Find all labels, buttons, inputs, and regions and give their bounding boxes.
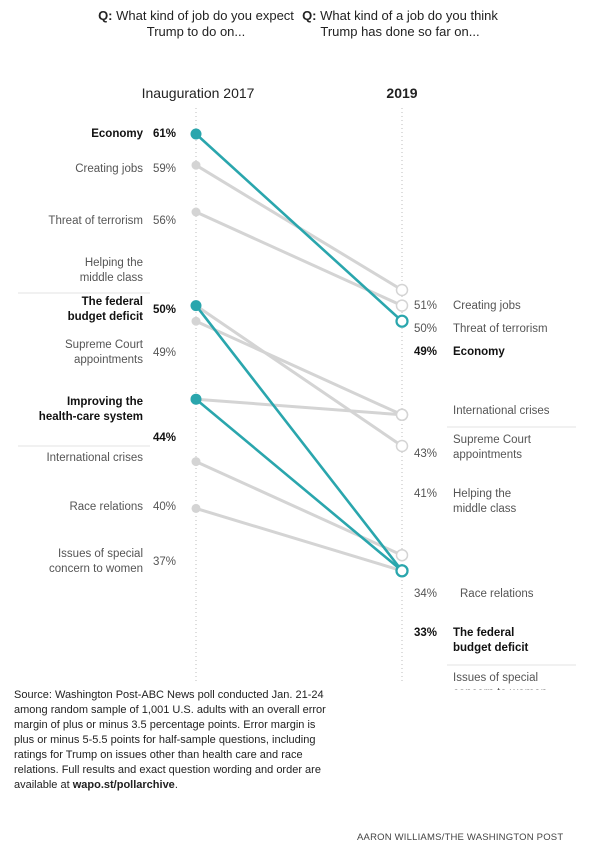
left-label-text: Race relations <box>69 501 143 513</box>
right-label-text: Economy <box>453 346 505 358</box>
right-value-label: 51% <box>414 300 437 312</box>
end-point-threat-of-terrorism <box>395 299 409 312</box>
series-line-economy <box>194 132 404 323</box>
left-value-label: 50% <box>153 304 176 316</box>
source-note: Source: Washington Post-ABC News poll co… <box>14 688 329 793</box>
start-point-issues-of-special-concern-to-women <box>191 503 201 513</box>
left-value-label: 37% <box>153 556 176 568</box>
left-label-text: Improving the <box>67 396 143 408</box>
left-label-text: International crises <box>46 452 143 464</box>
lines-layer <box>194 132 404 573</box>
start-point-race-relations <box>191 457 201 467</box>
right-label-text: appointments <box>453 449 522 461</box>
end-point-helping-the-middle-class <box>395 439 409 453</box>
series-line-improving-the-health-care-system <box>194 397 404 573</box>
right-value-label: 50% <box>414 323 437 335</box>
right-label-text: Issues of special <box>453 672 538 684</box>
start-point-improving-the-health-care-system <box>190 393 202 405</box>
end-point-improving-the-health-care-system <box>395 564 409 578</box>
right-question-text: What kind of a job do you think Trump ha… <box>320 8 498 39</box>
left-value-label: 61% <box>153 128 176 140</box>
left-value-label: 49% <box>153 347 176 359</box>
source-link[interactable]: wapo.st/pollarchive <box>72 779 175 791</box>
start-point-threat-of-terrorism <box>191 207 201 217</box>
right-label-text: middle class <box>453 503 517 515</box>
right-label-text: Creating jobs <box>453 300 521 312</box>
dots-layer <box>190 128 409 578</box>
right-label-text: The federal <box>453 627 514 639</box>
left-label-text: Supreme Court <box>65 339 144 351</box>
right-value-label: 33% <box>414 627 437 639</box>
labels-layer: Economy 61% Creating jobs 59% Threat of terr… <box>39 128 550 690</box>
right-value-label: 41% <box>414 488 437 500</box>
end-point-international-crises <box>395 408 409 422</box>
start-point-the-federal-budget-deficit <box>190 300 202 312</box>
left-label-text: The federal <box>82 296 143 308</box>
left-label-text: concern to women <box>49 563 143 575</box>
left-label-text: health-care system <box>39 411 143 423</box>
right-label-text: budget deficit <box>453 642 529 654</box>
guides-layer <box>18 108 576 682</box>
right-label-text: Helping the <box>453 488 511 500</box>
left-value-label: 44% <box>153 432 176 444</box>
credit-line: AARON WILLIAMS/THE WASHINGTON POST <box>357 832 564 843</box>
series-line-the-federal-budget-deficit <box>194 304 404 573</box>
start-point-creating-jobs <box>191 160 201 170</box>
right-label-text: Threat of terrorism <box>453 323 548 335</box>
left-column-title: Inauguration 2017 <box>141 85 255 101</box>
right-column-title: 2019 <box>386 85 418 101</box>
source-end: . <box>174 779 178 791</box>
left-label-text: budget deficit <box>68 311 144 323</box>
left-value-label: 59% <box>153 163 176 175</box>
right-label-text: International crises <box>453 405 550 417</box>
left-label-text: Issues of special <box>58 548 143 560</box>
left-value-label: 40% <box>153 501 176 513</box>
series-line-international-crises <box>194 397 404 417</box>
left-value-label: 56% <box>153 215 176 227</box>
right-label-text: concern to women <box>453 687 547 690</box>
end-point-economy <box>395 314 409 328</box>
right-label-text: Supreme Court <box>453 434 532 446</box>
series-line-helping-the-middle-class <box>194 304 404 448</box>
right-question-prefix: Q: <box>302 8 317 23</box>
left-label-text: middle class <box>80 272 144 284</box>
start-point-supreme-court-appointments <box>191 316 201 326</box>
right-value-label: 43% <box>414 448 437 460</box>
left-question-prefix: Q: <box>98 8 113 23</box>
right-label-text: Race relations <box>460 588 534 600</box>
left-question: Q: What kind of job do you expect Trump … <box>96 8 296 40</box>
left-label-text: Creating jobs <box>75 163 143 175</box>
left-label-text: Helping the <box>85 257 143 269</box>
left-label-text: Economy <box>91 128 143 140</box>
source-text: Source: Washington Post-ABC News poll co… <box>14 689 326 791</box>
end-point-race-relations <box>395 548 409 562</box>
left-label-text: appointments <box>74 354 143 366</box>
right-value-label: 49% <box>414 346 437 358</box>
right-value-label: 34% <box>414 588 437 600</box>
right-question: Q: What kind of a job do you think Trump… <box>300 8 500 40</box>
series-line-issues-of-special-concern-to-women <box>194 506 404 573</box>
series-line-supreme-court-appointments <box>194 319 404 417</box>
left-label-text: Threat of terrorism <box>48 215 143 227</box>
series-line-race-relations <box>194 460 404 557</box>
start-point-economy <box>190 128 202 140</box>
left-question-text: What kind of job do you expect Trump to … <box>116 8 294 39</box>
end-point-creating-jobs <box>395 283 409 297</box>
slope-chart: Economy 61% Creating jobs 59% Threat of terr… <box>18 108 576 690</box>
